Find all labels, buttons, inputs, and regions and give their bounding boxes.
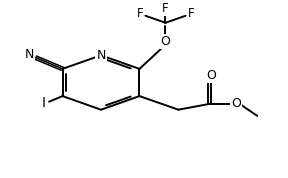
Text: F: F (162, 2, 169, 15)
Text: N: N (96, 49, 106, 62)
Text: F: F (188, 7, 195, 20)
Text: O: O (231, 97, 241, 110)
Text: N: N (24, 48, 34, 61)
Text: O: O (160, 35, 170, 48)
Text: F: F (137, 7, 143, 20)
Text: I: I (42, 96, 46, 110)
Text: O: O (206, 69, 216, 82)
